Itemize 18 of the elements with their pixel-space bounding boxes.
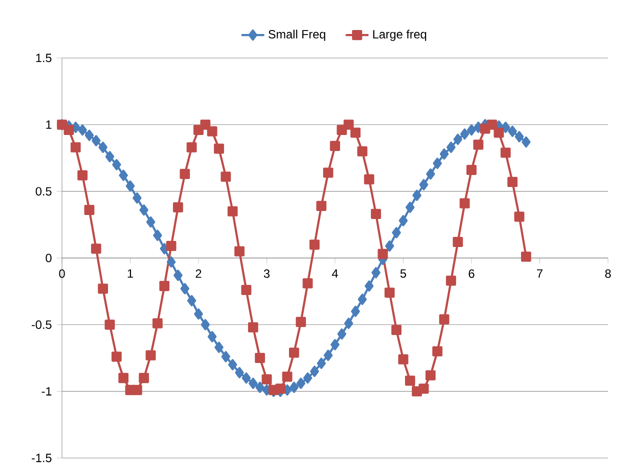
x-tick-label: 6	[468, 269, 474, 278]
x-tick-label: 8	[605, 269, 611, 278]
legend-label: Small Freq	[268, 30, 326, 41]
x-tick-label: 5	[400, 269, 406, 278]
y-tick-label: 0.5	[36, 187, 52, 196]
y-tick-label: -1.5	[32, 454, 52, 462]
x-tick-label: 0	[59, 269, 65, 278]
y-tick-label: 0	[46, 254, 52, 262]
x-tick-label: 3	[264, 269, 270, 278]
y-tick-label: -1	[42, 387, 52, 396]
x-tick-label: 4	[332, 269, 338, 278]
y-tick-label: -0.5	[32, 320, 52, 329]
x-tick-label: 1	[128, 269, 133, 278]
x-tick-label: 7	[537, 269, 542, 278]
y-tick-label: 1	[46, 120, 52, 129]
x-tick-label: 2	[196, 269, 202, 278]
y-tick-label: 1.5	[36, 54, 52, 62]
legend-label: Large freq	[373, 30, 426, 41]
